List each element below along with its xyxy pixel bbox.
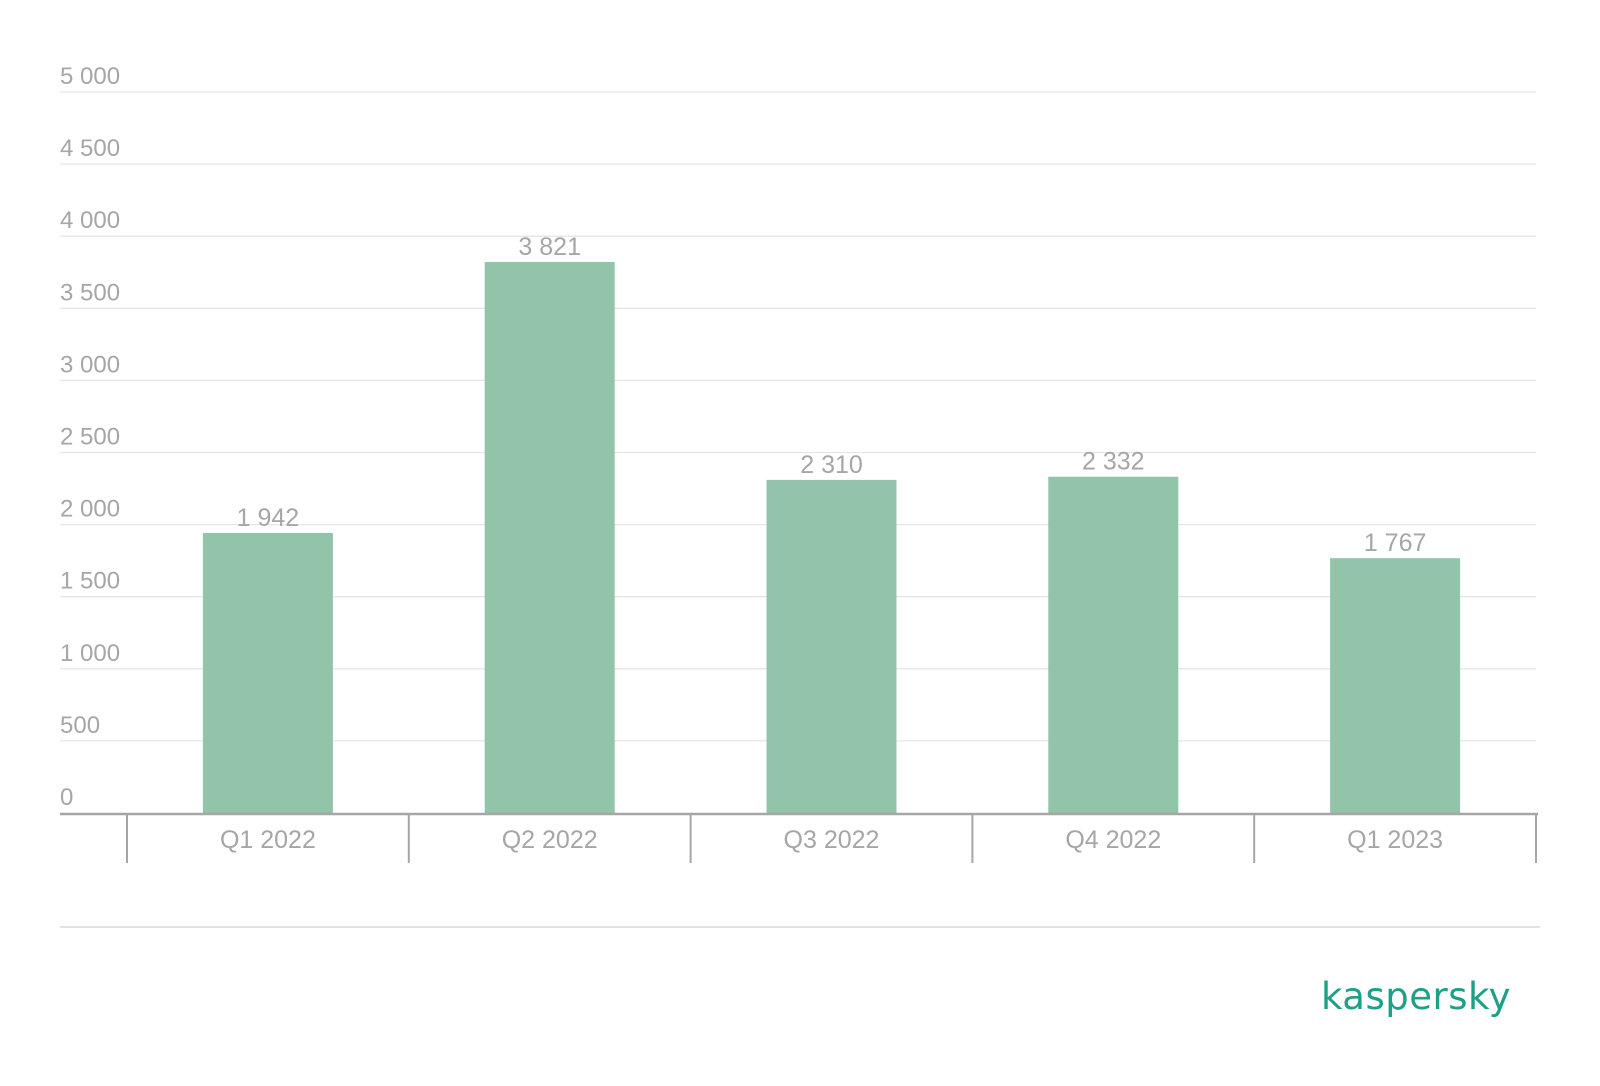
y-tick-label: 1 500 <box>60 568 120 595</box>
x-axis: Q1 2022 Q2 2022 Q3 2022 Q4 2022 Q1 2023 <box>60 812 1538 863</box>
data-label: 2 310 <box>800 451 863 479</box>
y-tick-label: 4 000 <box>60 207 120 234</box>
bar <box>1330 558 1461 813</box>
x-tick-label: Q1 2023 <box>1347 826 1443 854</box>
y-tick-label: 2 000 <box>60 496 120 523</box>
kaspersky-logo: kaspersky <box>1310 978 1522 1015</box>
y-tick-label: 4 500 <box>60 135 120 162</box>
bar <box>766 479 897 813</box>
data-labels: 1 942 3 821 2 310 2 332 1 767 <box>237 233 1427 557</box>
data-label: 2 332 <box>1082 448 1145 476</box>
y-tick-label: 0 <box>60 784 73 811</box>
y-tick-label: 3 500 <box>60 279 120 306</box>
bar <box>484 262 615 813</box>
data-label: 1 942 <box>237 504 300 532</box>
x-tick-label: Q1 2022 <box>220 826 316 854</box>
y-tick-label: 500 <box>60 712 100 739</box>
y-tick-label: 1 000 <box>60 640 120 667</box>
y-tick-label: 5 000 <box>60 63 120 90</box>
bar <box>1048 476 1179 813</box>
data-label: 1 767 <box>1364 529 1427 557</box>
bar <box>202 532 333 813</box>
x-tick-label: Q3 2022 <box>784 826 880 854</box>
y-tick-label: 3 000 <box>60 351 120 378</box>
y-axis-tick-labels: 0 500 1 000 1 500 2 000 2 500 3 000 3 500 4 000 4… <box>60 63 120 811</box>
bars <box>202 262 1461 813</box>
y-tick-label: 2 500 <box>60 424 120 451</box>
logo-text: kaspersky <box>1321 975 1511 1018</box>
data-label: 3 821 <box>518 233 581 261</box>
x-tick-label: Q2 2022 <box>502 826 598 854</box>
x-tick-label: Q4 2022 <box>1065 826 1161 854</box>
